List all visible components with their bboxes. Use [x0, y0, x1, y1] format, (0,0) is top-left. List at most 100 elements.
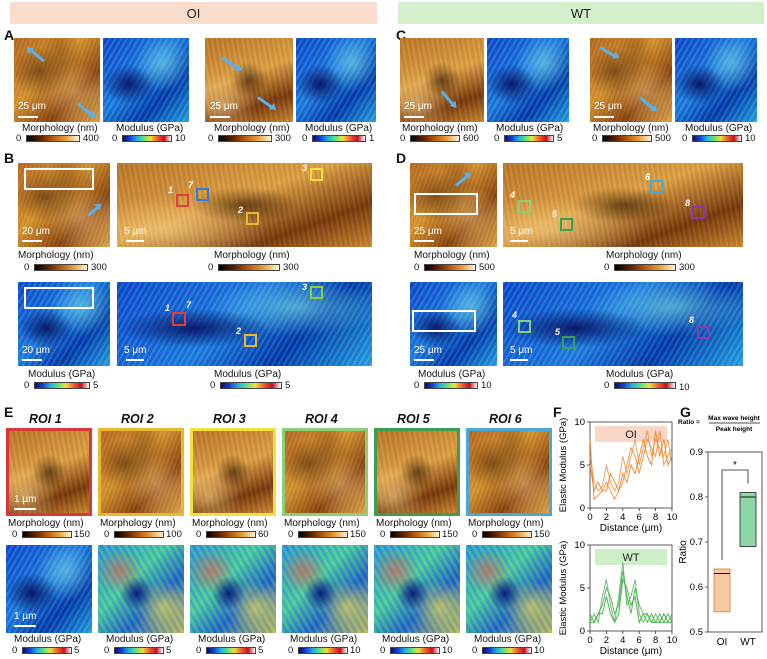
- legend-tag-label: WT: [622, 552, 639, 564]
- scale-bar: [404, 116, 424, 118]
- roi-title: ROI 3: [213, 412, 246, 426]
- b-zoom-modulus-image: [117, 282, 372, 366]
- cbar-min: 0: [288, 529, 294, 540]
- b-zoom-morphology-image: [117, 163, 372, 247]
- cbar-min: 0: [208, 133, 214, 144]
- b-big-mod-colorbar: [220, 382, 282, 389]
- scale-bar-label: 25 μm: [414, 226, 442, 237]
- d-big-morph-colorbar: [614, 264, 676, 271]
- ratio-formula-denominator: Peak height: [716, 426, 753, 433]
- cbar-max: 10: [175, 133, 186, 144]
- panel-label-e: E: [4, 404, 14, 420]
- roi-morph-caption: Morphology (nm): [100, 518, 176, 529]
- roi-morph-colorbar: [390, 531, 440, 538]
- cbar-max: 300: [679, 262, 695, 273]
- roi-5-box: [562, 336, 575, 349]
- d-big-mod-caption: Modulus (GPa): [606, 369, 674, 380]
- y-tick-label: 0.6: [690, 582, 703, 593]
- roi-morphology-image: [282, 428, 368, 516]
- cbar-min: 0: [380, 529, 386, 540]
- d-big-morph-caption: Morphology (nm): [606, 250, 682, 261]
- roi-mod-caption: Modulus (GPa): [14, 634, 82, 645]
- roi-8-box: [697, 326, 710, 339]
- x-tick-label: 6: [637, 512, 642, 523]
- region-box: [24, 287, 94, 309]
- roi-modulus-image: [466, 545, 552, 633]
- b-small-morph-caption: Morphology (nm): [18, 250, 94, 261]
- cbar-min: 0: [210, 380, 216, 391]
- wt-banner: WT: [398, 2, 764, 24]
- roi-morph-colorbar: [22, 531, 72, 538]
- roi-3-box: [310, 168, 323, 181]
- y-axis-label: Elastic Modulus (GPa): [558, 541, 569, 636]
- cbar-min: 0: [472, 645, 478, 656]
- scale-bar: [14, 625, 36, 627]
- x-tick-label: 2: [604, 512, 609, 523]
- series-line: [589, 430, 673, 493]
- cbar-max: 150: [74, 529, 90, 540]
- roi-mod-caption: Modulus (GPa): [106, 634, 174, 645]
- significance-bracket: [721, 469, 749, 560]
- roi-modulus-image: [282, 545, 368, 633]
- panel-label-g: G: [680, 404, 691, 420]
- significance-star: *: [733, 460, 737, 471]
- roi-2-label: 2: [238, 205, 244, 215]
- scale-bar-label: 1 μm: [14, 611, 37, 622]
- d-small-mod-caption: Modulus (GPa): [418, 369, 486, 380]
- d-overview-morphology-image: [410, 163, 497, 247]
- scale-bar-label: 5 μm: [510, 226, 533, 237]
- roi-morph-colorbar: [482, 531, 532, 538]
- d-zoom-morphology-image: [503, 163, 743, 247]
- scale-bar: [126, 240, 144, 242]
- y-tick-label: 0.9: [690, 447, 703, 458]
- y-axis-label: Elastic Modulus (GPa): [558, 418, 569, 513]
- roi-4-box: [518, 200, 531, 213]
- x-axis-label: Distance (μm): [600, 523, 662, 534]
- scale-bar-label: 20 μm: [22, 345, 50, 356]
- scale-bar: [18, 116, 38, 118]
- cbar-min: 0: [592, 133, 598, 144]
- cbar-max: 400: [83, 133, 99, 144]
- scale-bar: [22, 359, 42, 361]
- region-box: [24, 168, 94, 190]
- ratio-box-plot: Ratio = Max wave height Peak height 0.5 0.6 0…: [678, 415, 763, 648]
- scale-bar-label: 25 μm: [210, 101, 238, 112]
- cbar-max: 10: [350, 645, 361, 656]
- y-tick-label: 5: [580, 583, 585, 594]
- a1-modulus-image: [103, 38, 189, 122]
- d-small-mod-colorbar: [424, 382, 478, 389]
- scale-bar: [510, 240, 528, 242]
- scale-bar: [414, 359, 434, 361]
- cbar-min: 0: [604, 380, 610, 391]
- cbar-min: 0: [400, 133, 406, 144]
- roi-mod-caption: Modulus (GPa): [382, 634, 450, 645]
- cbar-min: 0: [196, 645, 202, 656]
- x-tick-label: 4: [620, 512, 625, 523]
- roi-modulus-image: [6, 545, 92, 633]
- roi-mod-colorbar: [298, 647, 348, 654]
- b-big-morph-caption: Morphology (nm): [214, 250, 290, 261]
- scale-bar: [14, 508, 36, 510]
- x-tick-label: 8: [653, 635, 658, 646]
- cbar-max: 300: [275, 133, 291, 144]
- d-small-morph-colorbar: [424, 264, 476, 271]
- y-tick-label: 10: [574, 417, 585, 428]
- scale-bar-label: 1 μm: [14, 494, 37, 505]
- scale-bar-label: 25 μm: [18, 101, 46, 112]
- cbar-max: 1: [369, 133, 375, 144]
- cbar-max: 5: [93, 380, 99, 391]
- region-box: [412, 310, 476, 332]
- scale-bar: [510, 359, 528, 361]
- cbar-max: 150: [534, 529, 550, 540]
- roi-title: ROI 2: [121, 412, 154, 426]
- roi-mod-colorbar: [22, 647, 72, 654]
- roi-2-label: 2: [236, 326, 242, 336]
- cbar-min: 0: [414, 262, 420, 273]
- cbar-max: 300: [91, 262, 107, 273]
- a1-mod-caption: Modulus (GPa): [116, 123, 184, 134]
- panel-label-d: D: [396, 150, 407, 166]
- b-small-morph-colorbar: [34, 264, 88, 271]
- cbar-min: 0: [208, 262, 214, 273]
- b-overview-modulus-image: [18, 282, 110, 366]
- roi-morph-colorbar: [114, 531, 164, 538]
